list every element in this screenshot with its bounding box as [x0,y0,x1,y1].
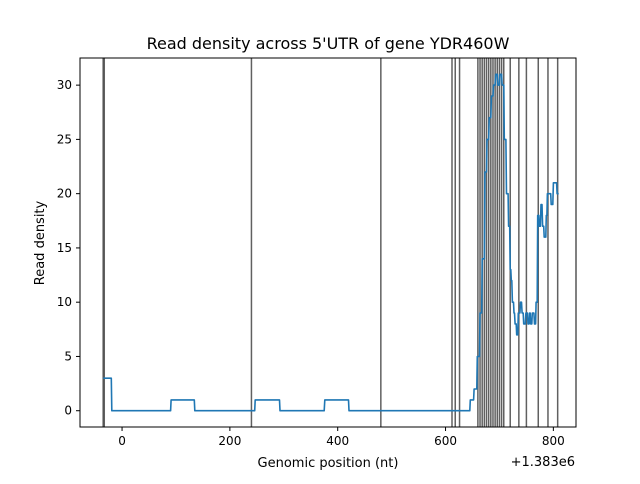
x-tick-label: 800 [542,434,565,448]
x-axis-label: Genomic position (nt) [258,456,399,471]
y-tick-label: 30 [57,78,72,92]
y-tick-label: 20 [57,187,72,201]
y-tick-label: 25 [57,132,72,146]
x-tick-label: 400 [326,434,349,448]
chart-title: Read density across 5'UTR of gene YDR460… [147,34,510,53]
plot-frame [79,57,577,428]
y-axis-label: Read density [33,200,48,285]
y-tick-label: 15 [57,241,72,255]
x-tick-label: 0 [118,434,126,448]
y-tick-label: 10 [57,295,72,309]
series-line [103,73,559,412]
y-axis-ticks: 0 5 10 15 20 25 30 [57,78,80,418]
y-tick-label: 5 [64,349,72,363]
x-tick-label: 200 [218,434,241,448]
vertical-marker-lines [102,58,559,427]
x-axis-ticks: 0 200 400 600 800 [118,427,565,448]
x-offset-label: +1.383e6 [511,455,575,470]
series-group [103,73,559,412]
x-tick-label: 600 [434,434,457,448]
y-tick-label: 0 [64,404,72,418]
